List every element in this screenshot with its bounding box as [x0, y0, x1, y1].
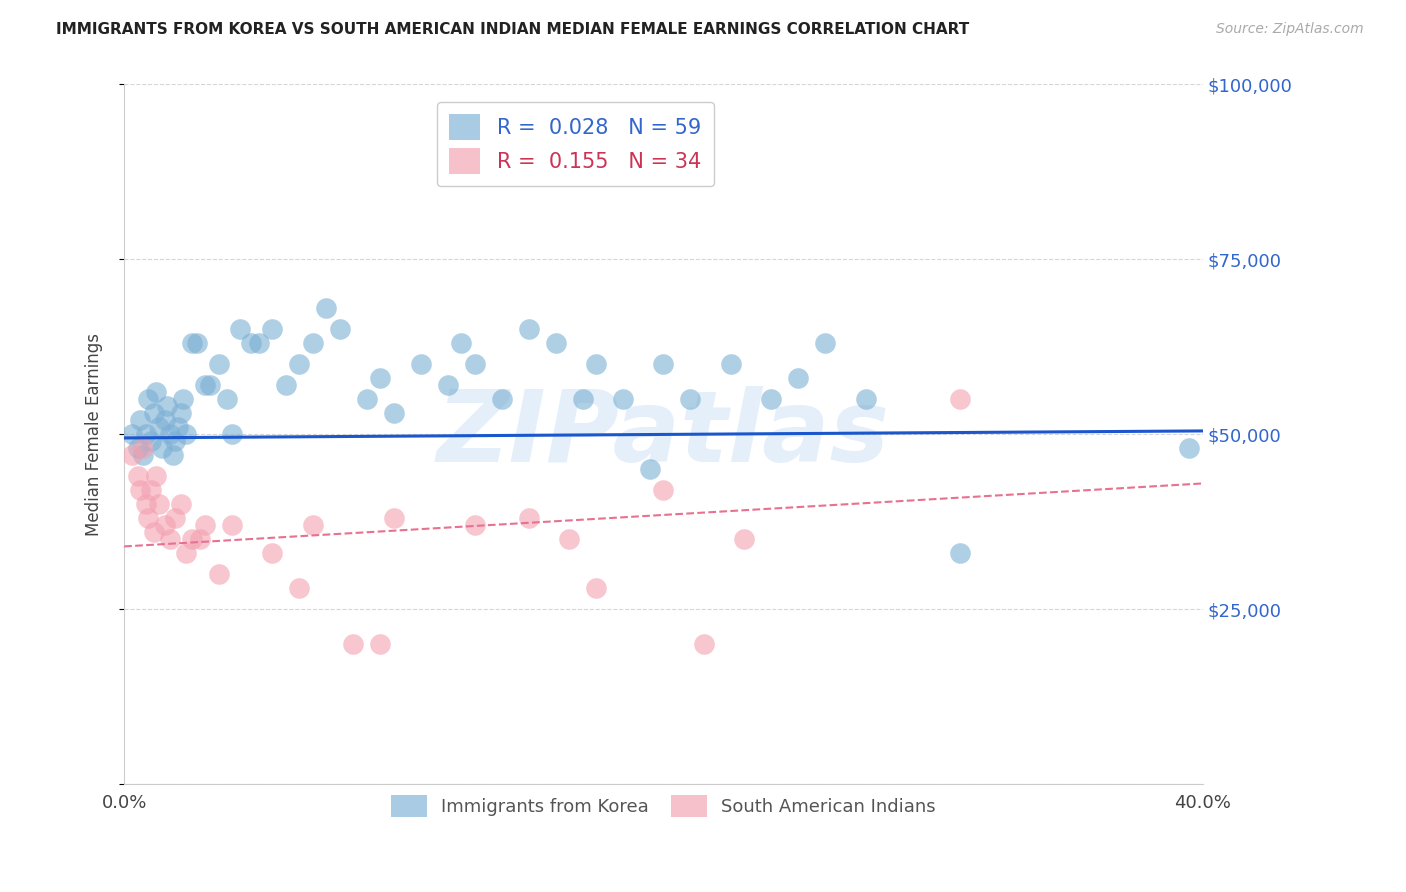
Text: Source: ZipAtlas.com: Source: ZipAtlas.com [1216, 22, 1364, 37]
Point [450, 336, 472, 351]
Point [787, 371, 810, 385]
Point [693, 637, 716, 651]
Point [315, 301, 337, 316]
Point [207, 358, 229, 372]
Legend: Immigrants from Korea, South American Indians: Immigrants from Korea, South American In… [384, 788, 943, 824]
Point [200, 378, 222, 392]
Point [153, 518, 176, 533]
Point [207, 567, 229, 582]
Point [221, 427, 243, 442]
Point [436, 378, 458, 392]
Point [142, 406, 165, 420]
Point [585, 582, 607, 596]
Point [162, 449, 184, 463]
Point [652, 483, 675, 498]
Point [342, 637, 364, 651]
Point [949, 546, 972, 560]
Point [370, 371, 392, 385]
Point [129, 413, 152, 427]
Point [239, 336, 262, 351]
Point [165, 511, 187, 525]
Point [302, 336, 325, 351]
Point [262, 546, 284, 560]
Point [679, 392, 702, 407]
Point [247, 336, 270, 351]
Point [170, 406, 193, 420]
Point [370, 637, 392, 651]
Point [159, 533, 181, 547]
Point [127, 442, 149, 456]
Point [382, 511, 405, 525]
Point [194, 518, 217, 533]
Point [288, 582, 311, 596]
Point [558, 533, 581, 547]
Point [612, 392, 634, 407]
Point [517, 511, 540, 525]
Point [221, 518, 243, 533]
Point [121, 449, 143, 463]
Point [274, 378, 297, 392]
Point [302, 518, 325, 533]
Point [517, 322, 540, 336]
Point [188, 533, 211, 547]
Point [356, 392, 378, 407]
Point [172, 392, 194, 407]
Point [139, 434, 162, 449]
Point [142, 525, 165, 540]
Point [135, 498, 157, 512]
Point [1178, 442, 1201, 456]
Point [194, 378, 217, 392]
Point [544, 336, 567, 351]
Point [652, 358, 675, 372]
Point [409, 358, 432, 372]
Point [464, 358, 486, 372]
Point [180, 336, 202, 351]
Point [491, 392, 513, 407]
Point [262, 322, 284, 336]
Point [761, 392, 783, 407]
Point [215, 392, 238, 407]
Point [138, 392, 160, 407]
Point [139, 483, 162, 498]
Point [571, 392, 593, 407]
Point [156, 400, 179, 414]
Point [585, 358, 607, 372]
Point [138, 511, 160, 525]
Point [159, 427, 181, 442]
Point [720, 358, 742, 372]
Point [121, 427, 143, 442]
Y-axis label: Median Female Earnings: Median Female Earnings [86, 333, 103, 536]
Point [814, 336, 837, 351]
Point [127, 469, 149, 483]
Text: IMMIGRANTS FROM KOREA VS SOUTH AMERICAN INDIAN MEDIAN FEMALE EARNINGS CORRELATIO: IMMIGRANTS FROM KOREA VS SOUTH AMERICAN … [56, 22, 970, 37]
Point [174, 427, 197, 442]
Point [150, 442, 173, 456]
Point [329, 322, 352, 336]
Point [165, 434, 187, 449]
Point [145, 385, 167, 400]
Point [382, 406, 405, 420]
Point [174, 546, 197, 560]
Point [288, 358, 311, 372]
Point [132, 449, 155, 463]
Point [180, 533, 202, 547]
Point [170, 498, 193, 512]
Point [733, 533, 755, 547]
Point [135, 427, 157, 442]
Point [153, 413, 176, 427]
Point [148, 498, 170, 512]
Point [145, 469, 167, 483]
Point [186, 336, 208, 351]
Point [464, 518, 486, 533]
Point [129, 483, 152, 498]
Point [638, 462, 661, 476]
Text: ZIPatlas: ZIPatlas [437, 386, 890, 483]
Point [148, 420, 170, 434]
Point [167, 420, 190, 434]
Point [229, 322, 252, 336]
Point [855, 392, 877, 407]
Point [949, 392, 972, 407]
Point [132, 442, 155, 456]
